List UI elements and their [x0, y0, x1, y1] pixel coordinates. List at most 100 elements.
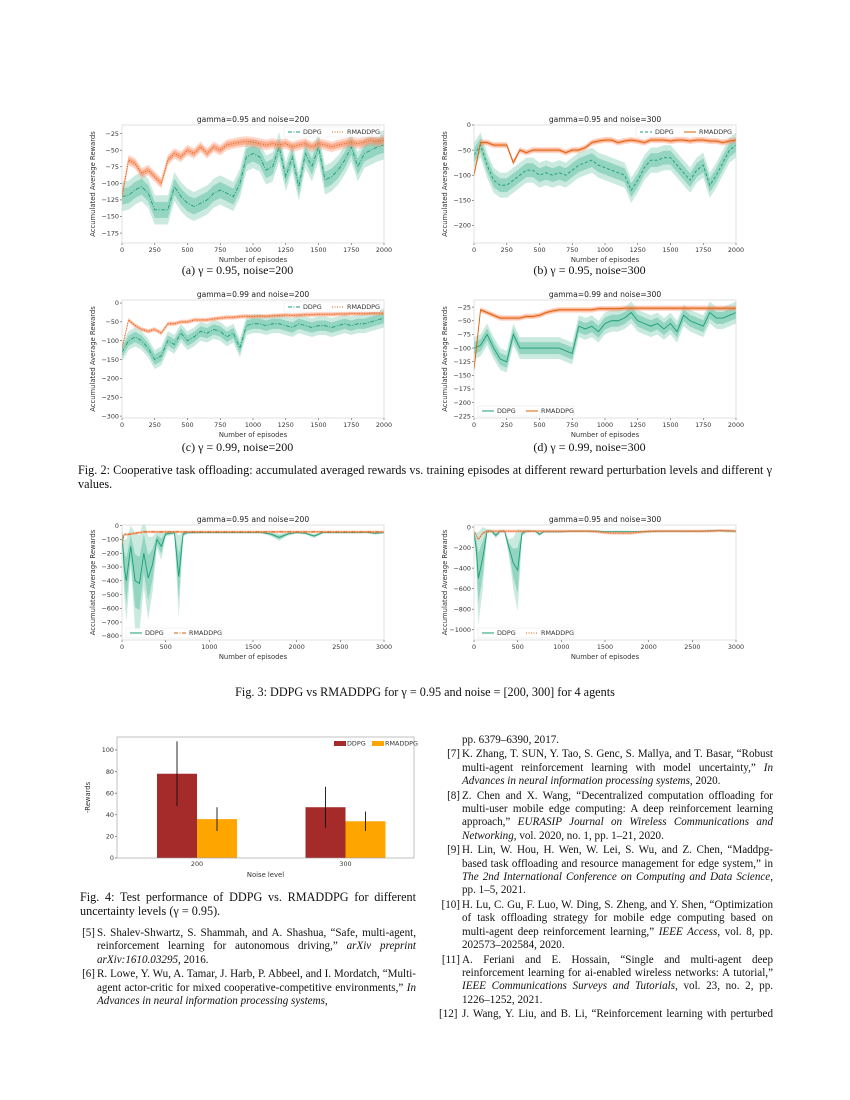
- x-tick-label: 1250: [278, 246, 294, 254]
- band-rmaddpg-inner: [122, 311, 384, 350]
- x-tick-label: 1000: [245, 421, 261, 429]
- y-axis-label: Accumulated Average Rewards: [441, 529, 449, 635]
- x-tick-label: 2000: [728, 421, 744, 429]
- x-tick-label: 500: [533, 421, 545, 429]
- legend-label-rmaddpg: RMADDPG: [347, 303, 380, 311]
- legend: DDPG RMADDPG: [334, 740, 418, 748]
- fig2c-chart: gamma=0.99 and noise=200 Number of episod…: [85, 287, 392, 445]
- plot-area: [474, 301, 736, 373]
- x-tick-label: 0: [472, 643, 476, 651]
- x-tick-label: 3000: [376, 643, 392, 651]
- x-tick-label: 1000: [245, 246, 261, 254]
- y-tick-label: −150: [101, 356, 119, 364]
- reference-9: [9] H. Lin, W. Hou, H. Wen, W. Lei, S. Wu…: [447, 844, 773, 897]
- band-rmaddpg-outer: [474, 137, 736, 179]
- x-tick-label: 2000: [728, 246, 744, 254]
- subcaption-a: (a) γ = 0.95, noise=200: [181, 263, 294, 277]
- band-rmaddpg-inner: [122, 137, 384, 200]
- x-tick-label: 750: [214, 246, 226, 254]
- reference-6: [6] R. Lowe, Y. Wu, A. Tamar, J. Harb, P.…: [82, 968, 416, 1008]
- band-rmaddpg-inner: [474, 529, 736, 541]
- legend-label-rmaddpg: RMADDPG: [699, 128, 732, 136]
- plot-area: [122, 525, 384, 632]
- plot-area: [474, 527, 736, 625]
- x-axis-label: Number of episodes: [219, 256, 288, 264]
- band-ddpg-inner: [122, 312, 384, 365]
- x-tick-label: 1500: [662, 246, 678, 254]
- x-tick-label: 500: [181, 421, 193, 429]
- chart-title: gamma=0.99 and noise=300: [549, 290, 662, 299]
- legend-label-ddpg: DDPG: [497, 629, 516, 637]
- legend: DDPG RMADDPG: [635, 126, 733, 138]
- y-tick-label: −100: [453, 171, 471, 179]
- x-tick-label: 1500: [310, 421, 326, 429]
- x-tick-label: 1750: [695, 246, 711, 254]
- x-tick-label: 1500: [245, 643, 261, 651]
- y-tick-label: −150: [453, 372, 471, 380]
- line-rmaddpg: [474, 139, 736, 176]
- y-tick-label: −600: [101, 605, 119, 613]
- legend-label-rmaddpg: RMADDPG: [189, 629, 222, 637]
- x-tick-label: 1750: [343, 246, 359, 254]
- y-tick-label: −100: [453, 344, 471, 352]
- y-tick-label: −50: [458, 146, 472, 154]
- chart-title: gamma=0.95 and noise=200: [197, 115, 310, 124]
- x-tick-label: 1500: [597, 643, 613, 651]
- y-tick-label: −150: [453, 197, 471, 205]
- legend: DDPG RMADDPG: [125, 627, 223, 639]
- y-tick-label: 0: [115, 299, 119, 307]
- x-axis-label: Number of episodes: [571, 431, 640, 439]
- x-tick-label: 1000: [553, 643, 569, 651]
- x-tick-label: 250: [501, 246, 513, 254]
- subcaption-d: (d) γ = 0.99, noise=300: [533, 440, 646, 454]
- references-right: pp. 6379–6390, 2017. [7] K. Zhang, T. SUN…: [439, 734, 774, 1023]
- x-tick-label: 1000: [597, 421, 613, 429]
- legend-label-ddpg: DDPG: [347, 740, 366, 748]
- x-tick-label: 0: [120, 421, 124, 429]
- legend: DDPG RMADDPG: [283, 126, 381, 138]
- reference-10: [10] H. Lu, C. Gu, F. Luo, W. Ding, S. Zh…: [441, 898, 774, 952]
- y-tick-label: −200: [101, 375, 119, 383]
- y-tick-label: 0: [110, 854, 114, 862]
- chart-title: gamma=0.95 and noise=300: [549, 515, 662, 524]
- y-axis-label: -Rewards: [84, 781, 92, 813]
- legend-label-ddpg: DDPG: [303, 128, 322, 136]
- y-tick-label: 60: [106, 789, 114, 797]
- x-tick-label: 0: [120, 643, 124, 651]
- fig2a-chart: gamma=0.95 and noise=200 Number of episod…: [85, 112, 392, 270]
- x-tick-label: 0: [472, 246, 476, 254]
- reference-6-continued: pp. 6379–6390, 2017.: [462, 734, 560, 746]
- plot-area: [474, 132, 736, 203]
- reference-7: [7] K. Zhang, T. SUN, Y. Tao, S. Genc, S.…: [447, 748, 773, 788]
- y-tick-label: −400: [453, 564, 471, 572]
- x-tick-label: 300: [339, 860, 351, 868]
- reference-8: [8] Z. Chen and X. Wang, “Decentralized c…: [447, 789, 773, 842]
- y-tick-label: −25: [106, 130, 120, 138]
- fig3b-chart: gamma=0.95 and noise=300 Number of episod…: [437, 512, 744, 667]
- legend-swatch-ddpg: [334, 741, 346, 746]
- plot-area: [122, 130, 384, 225]
- y-tick-label: −250: [101, 393, 119, 401]
- x-axis-label: Noise level: [247, 871, 284, 879]
- y-tick-label: −200: [453, 544, 471, 552]
- y-tick-label: 20: [106, 833, 114, 841]
- y-tick-label: 100: [102, 746, 114, 754]
- x-tick-label: 750: [566, 246, 578, 254]
- y-tick-label: −300: [101, 563, 119, 571]
- y-tick-label: −200: [101, 549, 119, 557]
- x-axis-label: Number of episodes: [571, 653, 640, 661]
- plot-frame: [473, 124, 737, 244]
- x-tick-label: 500: [160, 643, 172, 651]
- y-tick-label: −200: [453, 399, 471, 407]
- y-tick-label: −125: [453, 358, 471, 366]
- x-tick-label: 1500: [310, 246, 326, 254]
- y-tick-label: 80: [106, 768, 114, 776]
- chart-title: gamma=0.99 and noise=200: [197, 290, 310, 299]
- band-rmaddpg-outer: [474, 529, 736, 541]
- reference-12: [12] J. Wang, Y. Liu, and B. Li, “Reinfor…: [439, 1008, 773, 1021]
- subcaption-b: (b) γ = 0.95, noise=300: [533, 263, 646, 277]
- y-tick-label: 40: [106, 811, 114, 819]
- line-rmaddpg: [122, 531, 384, 547]
- band-rmaddpg-inner: [474, 138, 736, 177]
- y-tick-label: −100: [101, 536, 119, 544]
